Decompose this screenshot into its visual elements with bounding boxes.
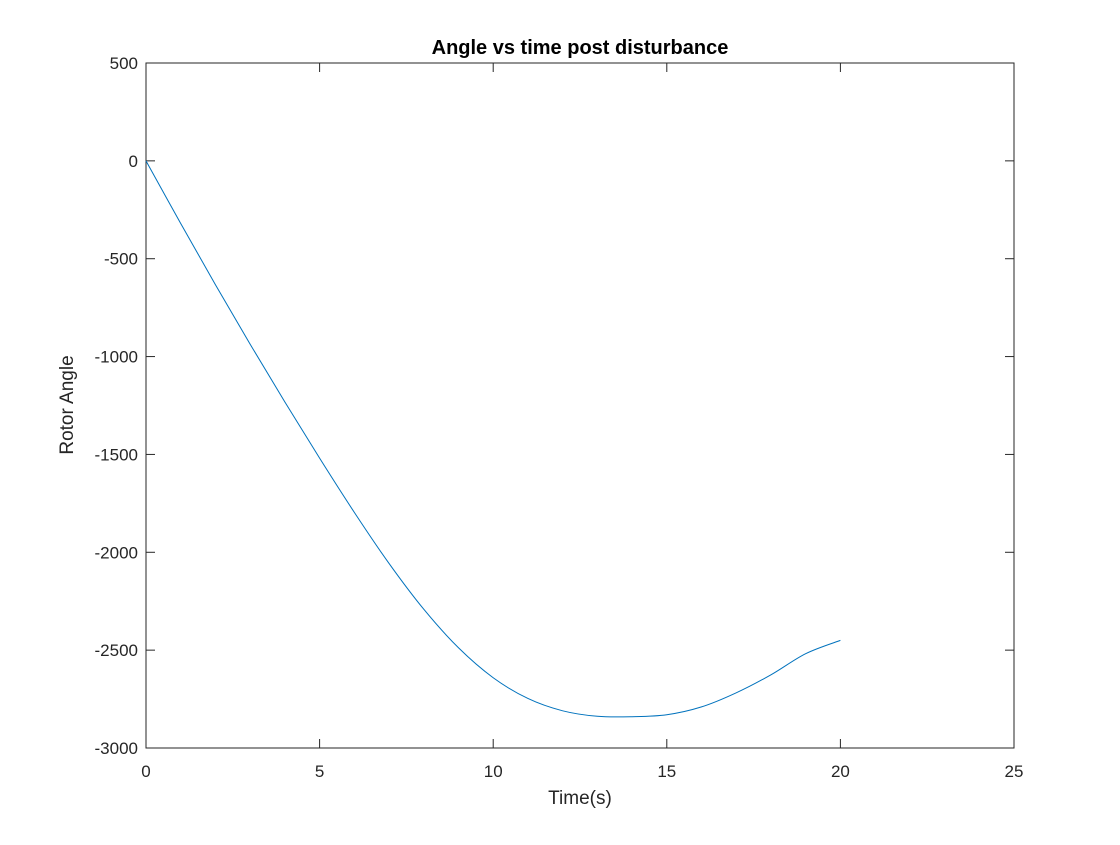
y-tick-label: -2000: [95, 543, 138, 562]
x-tick-label: 0: [141, 762, 150, 781]
y-tick-label: -1000: [95, 348, 138, 367]
y-tick-label: -2500: [95, 641, 138, 660]
x-tick-label: 25: [1005, 762, 1024, 781]
chart-title: Angle vs time post disturbance: [432, 37, 729, 59]
x-tick-label: 15: [657, 762, 676, 781]
y-tick-label: -3000: [95, 739, 138, 758]
series-line: [145, 160, 841, 718]
x-tick-label: 5: [315, 762, 324, 781]
y-tick-label: -1500: [95, 445, 138, 464]
y-tick-label: 500: [110, 54, 138, 73]
y-axis-label: Rotor Angle: [57, 355, 78, 454]
series-layer: [145, 160, 841, 718]
plot-area: [145, 62, 1015, 749]
x-axis-label: Time(s): [548, 788, 612, 809]
x-axis: 0 5 10 15 20 25: [141, 63, 1023, 781]
y-tick-label: 0: [129, 152, 138, 171]
x-tick-label: 20: [831, 762, 850, 781]
y-axis: 500 0 -500 -1000 -1500 -2000 -2500 -3000: [95, 54, 1014, 758]
y-tick-label: -500: [104, 250, 138, 269]
x-tick-label: 10: [484, 762, 503, 781]
